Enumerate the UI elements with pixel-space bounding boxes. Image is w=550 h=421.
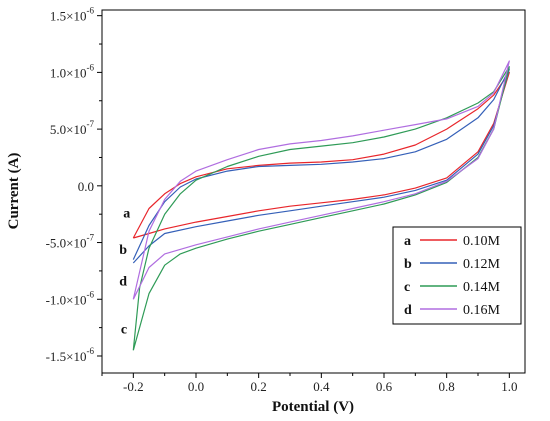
x-tick-label: 0.0	[188, 379, 204, 394]
legend-key-c: c	[404, 280, 410, 295]
x-tick-label: 0.2	[251, 379, 267, 394]
curve-label-d: d	[119, 275, 127, 290]
y-tick-label: -1.0×10-6	[46, 289, 95, 307]
ticks-layer: -0.2 0.0 0.2 0.4 0.6 0.8 1.0 1.5×10-6 1.0×10-6 5.…	[46, 6, 518, 394]
y-tick-label: 1.5×10-6	[50, 6, 95, 24]
legend-key-a: a	[404, 234, 411, 249]
x-tick-label: 1.0	[501, 379, 517, 394]
x-tick-label: 0.4	[313, 379, 330, 394]
cv-curve-a	[132, 71, 510, 239]
y-tick-label: 5.0×10-7	[50, 119, 95, 137]
legend-key-d: d	[404, 303, 412, 318]
legend-key-b: b	[404, 257, 412, 272]
cv-curve-b	[132, 68, 510, 264]
cv-curve-c	[132, 66, 510, 351]
legend-label-c: 0.14M	[463, 280, 501, 295]
y-tick-label: 0.0	[78, 179, 94, 194]
y-axis-title: Current (A)	[6, 153, 22, 230]
y-tick-label: 1.0×10-6	[50, 62, 95, 80]
y-tick-label: -5.0×10-7	[46, 233, 95, 251]
y-tick-label: -1.5×10-6	[46, 346, 95, 364]
curve-labels-layer: a b d c	[119, 207, 130, 338]
curve-label-a: a	[123, 207, 130, 222]
plot-frame	[101, 9, 526, 374]
curve-label-c: c	[121, 322, 127, 337]
x-tick-label: -0.2	[123, 379, 144, 394]
legend-box	[392, 226, 522, 325]
legend: a 0.10M b 0.12M c 0.14M d 0.16M	[392, 226, 522, 325]
cv-curve-d	[132, 60, 510, 300]
legend-label-b: 0.12M	[463, 257, 501, 272]
x-tick-label: 0.8	[439, 379, 455, 394]
curves-layer	[132, 60, 510, 351]
x-tick-label: 0.6	[376, 379, 393, 394]
legend-items: a 0.10M b 0.12M c 0.14M d 0.16M	[404, 234, 501, 318]
legend-label-a: 0.10M	[463, 234, 501, 249]
curve-label-b: b	[119, 243, 127, 258]
x-axis-title: Potential (V)	[272, 399, 354, 415]
legend-label-d: 0.16M	[463, 303, 501, 318]
